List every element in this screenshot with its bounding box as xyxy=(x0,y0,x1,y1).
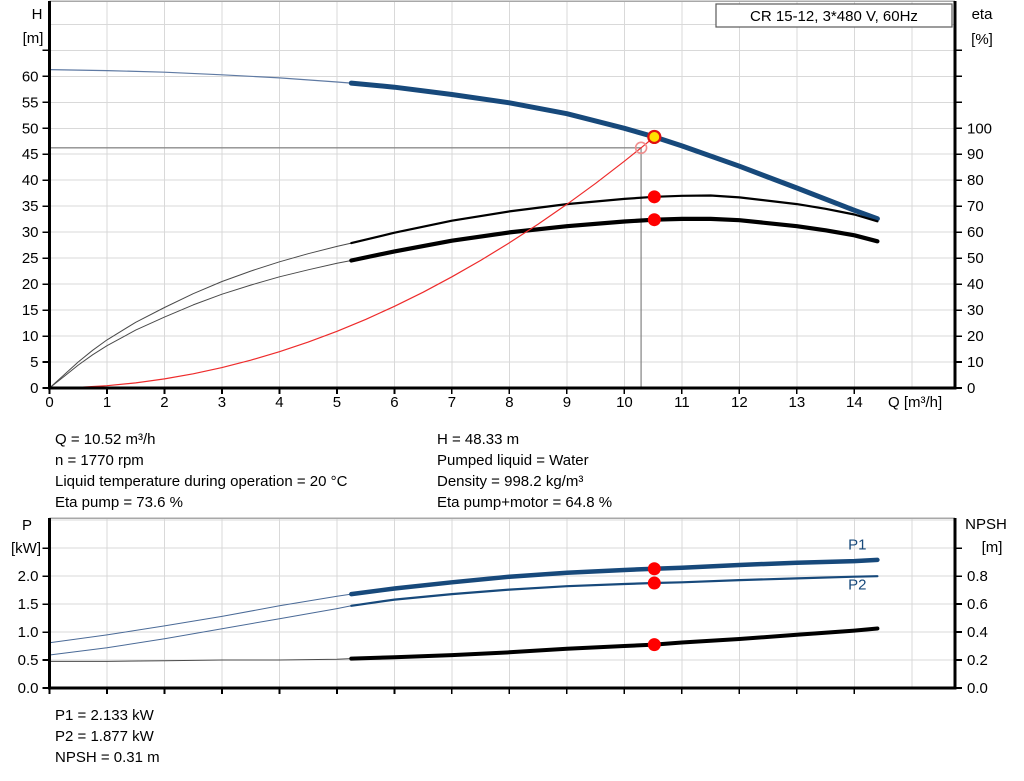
info-line-liquid: Pumped liquid = Water xyxy=(437,452,589,469)
y-right-tick-label: 80 xyxy=(967,172,984,189)
y-left-tick-label: 30 xyxy=(22,224,39,241)
operating-data-right-column: H = 48.33 m Pumped liquid = Water Densit… xyxy=(437,429,612,513)
y-right-axis-title: NPSH xyxy=(965,516,1007,533)
y-left-tick-label: 35 xyxy=(22,198,39,215)
x-tick-label: 10 xyxy=(616,394,633,411)
y-right-tick-label: 10 xyxy=(967,354,984,371)
info-line-eta-total: Eta pump+motor = 64.8 % xyxy=(437,494,613,511)
y-left-tick-label: 40 xyxy=(22,172,39,189)
duty-point-marker xyxy=(647,129,662,145)
y-right-tick-label: 60 xyxy=(967,224,984,241)
y-right-tick-label: 40 xyxy=(967,276,984,293)
curve-h-pump-curve xyxy=(348,80,880,222)
x-tick-label: 12 xyxy=(731,394,748,411)
y-left-tick-label: 45 xyxy=(22,146,39,163)
y-right-axis-title: eta xyxy=(972,6,994,23)
x-tick-label: 14 xyxy=(846,394,863,411)
power-data-column: P1 = 2.133 kW P2 = 1.877 kW NPSH = 0.31 … xyxy=(55,705,160,768)
y-left-tick-label: 25 xyxy=(22,250,39,267)
duty-value-marker xyxy=(647,190,661,204)
y-right-axis-unit: [%] xyxy=(971,31,993,48)
y-left-tick-label: 2.0 xyxy=(18,568,39,585)
x-tick-label: 11 xyxy=(674,394,690,411)
y-left-axis-unit: [m] xyxy=(23,30,44,47)
y-right-tick-label: 0.8 xyxy=(967,568,988,585)
curve-p1 xyxy=(349,557,880,597)
duty-value-marker xyxy=(647,562,661,576)
info-line-h: H = 48.33 m xyxy=(437,431,520,448)
info-line-eta: Eta pump = 73.6 % xyxy=(55,494,183,511)
y-left-tick-label: 0.5 xyxy=(18,652,39,669)
x-axis-title: Q [m³/h] xyxy=(888,394,942,411)
curve-npsh-extension xyxy=(49,658,352,662)
y-right-tick-label: 100 xyxy=(967,120,992,137)
y-right-tick-label: 0.2 xyxy=(967,652,988,669)
series-label-p1: P1 xyxy=(848,536,866,553)
curve-eta-pump-extension xyxy=(49,242,352,389)
x-tick-label: 6 xyxy=(390,394,398,411)
y-left-tick-label: 5 xyxy=(30,354,38,371)
info-line-density: Density = 998.2 kg/m³ xyxy=(437,473,584,490)
y-right-axis-unit: [m] xyxy=(982,539,1003,556)
curve-eta-pump-motor xyxy=(349,216,880,263)
y-left-tick-label: 50 xyxy=(22,120,39,137)
x-tick-label: 1 xyxy=(103,394,111,411)
x-tick-label: 5 xyxy=(333,394,341,411)
y-left-tick-label: 20 xyxy=(22,276,39,293)
x-tick-label: 9 xyxy=(563,394,571,411)
x-tick-label: 3 xyxy=(218,394,226,411)
y-left-tick-label: 60 xyxy=(22,68,39,85)
info-line-q: Q = 10.52 m³/h xyxy=(55,431,156,448)
info-line-n: n = 1770 rpm xyxy=(55,452,144,469)
y-left-tick-label: 1.5 xyxy=(18,596,39,613)
y-left-tick-label: 55 xyxy=(22,94,39,111)
y-right-tick-label: 50 xyxy=(967,250,984,267)
chart-title-box xyxy=(715,3,953,28)
curve-system-curve xyxy=(48,136,655,389)
curve-h-pump-curve-extension xyxy=(48,69,352,84)
y-right-tick-label: 20 xyxy=(967,328,984,345)
curve-p1-extension xyxy=(49,593,352,644)
x-tick-label: 8 xyxy=(505,394,513,411)
y-left-tick-label: 0 xyxy=(30,380,38,397)
y-left-axis-title: H xyxy=(32,6,43,23)
curve-p2 xyxy=(350,575,879,607)
operating-data-left-column: Q = 10.52 m³/h n = 1770 rpm Liquid tempe… xyxy=(55,429,347,513)
x-tick-label: 2 xyxy=(160,394,168,411)
x-tick-label: 7 xyxy=(448,394,456,411)
y-right-tick-label: 0 xyxy=(967,380,975,397)
y-left-tick-label: 0.0 xyxy=(18,680,39,697)
y-right-tick-label: 70 xyxy=(967,198,984,215)
y-right-tick-label: 0.0 xyxy=(967,680,988,697)
info-line-p2: P2 = 1.877 kW xyxy=(55,728,154,745)
y-right-tick-label: 90 xyxy=(967,146,984,163)
series-label-p2: P2 xyxy=(848,577,866,594)
y-left-tick-label: 1.0 xyxy=(18,624,39,641)
y-right-tick-label: 30 xyxy=(967,302,984,319)
chart-title: CR 15-12, 3*480 V, 60Hz xyxy=(750,8,918,25)
x-tick-label: 13 xyxy=(789,394,806,411)
duty-value-marker xyxy=(647,576,661,590)
curve-eta-pump xyxy=(350,194,879,245)
requested-point-marker xyxy=(634,141,648,155)
info-line-temp: Liquid temperature during operation = 20… xyxy=(55,473,348,490)
y-right-tick-label: 0.6 xyxy=(967,596,988,613)
duty-value-marker xyxy=(647,213,661,227)
x-tick-label: 4 xyxy=(275,394,283,411)
y-left-axis-title: P xyxy=(22,517,32,534)
curve-p2-extension xyxy=(49,605,352,656)
info-line-npsh: NPSH = 0.31 m xyxy=(55,749,160,766)
y-right-tick-label: 0.4 xyxy=(967,624,988,641)
x-tick-label: 0 xyxy=(45,394,53,411)
duty-value-marker xyxy=(647,638,661,652)
y-left-tick-label: 15 xyxy=(22,302,39,319)
curve-npsh xyxy=(349,626,880,661)
y-left-tick-label: 10 xyxy=(22,328,39,345)
y-left-axis-unit: [kW] xyxy=(11,540,41,557)
curve-eta-pump-motor-extension xyxy=(49,260,352,389)
info-line-p1: P1 = 2.133 kW xyxy=(55,707,154,724)
